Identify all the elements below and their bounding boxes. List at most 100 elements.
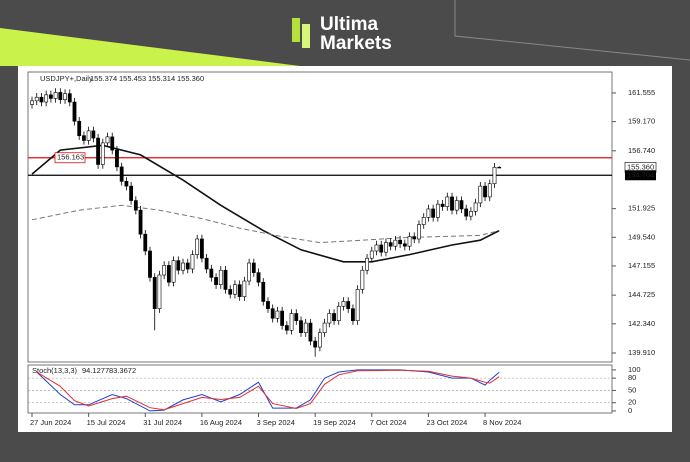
candle-body [346, 301, 351, 309]
ohlc-open: 155.374 [90, 74, 117, 83]
stoch-tick-label: 100 [628, 365, 641, 374]
candle-body [393, 239, 398, 247]
candle-body [91, 130, 96, 139]
candle-body [115, 149, 119, 168]
candle-body [303, 322, 308, 333]
candle-body [327, 313, 332, 324]
candle-body [204, 257, 209, 270]
candle-body [355, 289, 360, 321]
decor-line [454, 0, 690, 61]
candle-body [270, 308, 275, 319]
candle-body [450, 196, 454, 211]
logo-mark [302, 24, 310, 48]
candle-body [275, 310, 280, 319]
logo-mark [292, 18, 300, 42]
x-tick-label: 3 Sep 2024 [257, 418, 295, 427]
candle-body [72, 101, 77, 122]
candle-body [417, 224, 421, 240]
candle-body [58, 92, 63, 100]
candle-body [426, 208, 431, 218]
candle-body [308, 322, 313, 342]
ohlc-close: 155.360 [177, 74, 204, 83]
current-price-label: 155.360 [627, 162, 654, 171]
x-tick-label: 27 Jun 2024 [30, 418, 71, 427]
stoch-line [36, 369, 500, 411]
candle-body [82, 135, 86, 141]
candle-body [138, 209, 143, 235]
candle-body [162, 265, 167, 276]
candle-body [459, 200, 464, 210]
candle-body [435, 203, 440, 218]
y-tick-label: 161.555 [628, 88, 655, 97]
y-tick-label: 144.725 [628, 290, 655, 299]
candle-body [360, 269, 365, 290]
candle-body [242, 280, 247, 297]
candle-body [445, 196, 450, 207]
candle-body [200, 238, 204, 259]
candle-body [398, 239, 403, 245]
candle-body [487, 183, 492, 198]
moving-average [31, 204, 500, 244]
candle-body [96, 137, 100, 165]
candle-body [181, 262, 185, 271]
candle-body [497, 166, 502, 169]
candle-body [105, 136, 110, 144]
candle-body [322, 322, 327, 333]
candle-body [166, 265, 171, 283]
symbol: USDJPY+,Daily [40, 74, 93, 83]
x-tick-label: 16 Aug 2024 [200, 418, 242, 427]
background-accent [0, 28, 300, 66]
x-tick-label: 19 Sep 2024 [313, 418, 356, 427]
candle-body [332, 313, 336, 321]
candle-body [77, 120, 82, 136]
candle-body [374, 244, 379, 252]
stoch-main: 94.1277 [82, 366, 109, 375]
candle-body [256, 272, 261, 283]
price-frame [27, 71, 613, 363]
candle-body [336, 305, 341, 321]
candle-body [157, 274, 162, 309]
candle-body [468, 211, 473, 217]
candle-body [299, 320, 303, 333]
x-tick-label: 23 Oct 2024 [426, 418, 467, 427]
candle-body [313, 340, 318, 348]
chart-panel [18, 66, 672, 432]
candle-body [30, 100, 34, 105]
stoch-frame [27, 364, 613, 414]
candle-body [384, 242, 388, 253]
candle-body [190, 254, 195, 270]
candle-body [39, 96, 44, 103]
candle-body [369, 250, 374, 259]
candle-body [67, 93, 72, 103]
stoch-tick-label: 80 [628, 373, 636, 382]
candle-body [365, 257, 369, 271]
candle-body [407, 236, 412, 247]
candle-body [294, 313, 299, 321]
stoch-tick-label: 0 [628, 406, 632, 415]
candle-body [44, 94, 49, 103]
candle-body [440, 203, 445, 207]
candle-body [152, 277, 157, 309]
candle-body [289, 313, 294, 331]
x-tick-label: 7 Oct 2024 [370, 418, 407, 427]
candle-body [478, 185, 483, 204]
level-label-box [625, 170, 656, 181]
candle-body [228, 289, 233, 295]
level-label: 154.704 [627, 170, 654, 179]
candle-body [284, 325, 289, 331]
y-tick-label: 147.155 [628, 261, 655, 270]
candle-body [412, 236, 417, 240]
candle-body [454, 200, 459, 211]
candle-body [124, 181, 129, 187]
y-tick-label: 139.910 [628, 348, 655, 357]
y-tick-label: 156.740 [628, 146, 655, 155]
y-tick-label: 159.170 [628, 117, 655, 126]
level-label-box [54, 152, 86, 164]
ohlc-low: 155.314 [148, 74, 175, 83]
candle-body [341, 301, 346, 307]
brand-line2: Markets [320, 33, 392, 54]
stoch-tick-label: 50 [628, 385, 636, 394]
x-tick-label: 15 Jul 2024 [87, 418, 126, 427]
stoch-tick-label: 20 [628, 398, 636, 407]
candle-body [48, 94, 53, 99]
